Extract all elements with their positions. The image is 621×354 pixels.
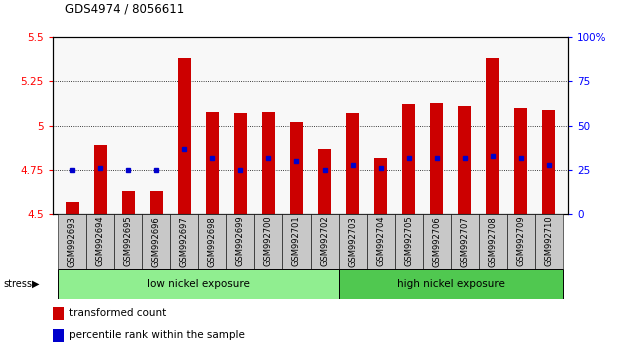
Text: GSM992704: GSM992704 (376, 216, 385, 267)
Bar (290, 122, 303, 214)
Text: GSM992697: GSM992697 (180, 216, 189, 267)
Text: stress: stress (3, 279, 32, 289)
Text: GSM992699: GSM992699 (236, 216, 245, 267)
Bar (402, 104, 415, 214)
Bar (66, 202, 79, 214)
Text: GSM992702: GSM992702 (320, 216, 329, 267)
Bar (142, 214, 170, 269)
Bar (451, 214, 479, 269)
Bar (479, 214, 507, 269)
Text: transformed count: transformed count (70, 308, 166, 318)
Bar (234, 113, 247, 214)
Bar (58, 269, 338, 299)
Bar (338, 214, 366, 269)
Bar (53, 307, 64, 320)
Bar (347, 113, 359, 214)
Text: GSM992710: GSM992710 (544, 216, 553, 267)
Text: GSM992701: GSM992701 (292, 216, 301, 267)
Text: GSM992708: GSM992708 (488, 216, 497, 267)
Text: GDS4974 / 8056611: GDS4974 / 8056611 (65, 3, 184, 16)
Bar (262, 112, 274, 214)
Bar (514, 108, 527, 214)
Text: high nickel exposure: high nickel exposure (397, 279, 504, 289)
Text: low nickel exposure: low nickel exposure (147, 279, 250, 289)
Bar (366, 214, 394, 269)
Text: percentile rank within the sample: percentile rank within the sample (70, 330, 245, 341)
Bar (283, 214, 310, 269)
Bar (114, 214, 142, 269)
Bar (206, 112, 219, 214)
Bar (122, 191, 135, 214)
Bar (150, 191, 163, 214)
Bar (507, 214, 535, 269)
Text: GSM992700: GSM992700 (264, 216, 273, 267)
Bar (374, 158, 387, 214)
Bar (199, 214, 227, 269)
Bar (338, 269, 563, 299)
Bar (94, 145, 107, 214)
Bar (53, 329, 64, 342)
Text: GSM992707: GSM992707 (460, 216, 469, 267)
Text: GSM992705: GSM992705 (404, 216, 413, 267)
Bar (542, 110, 555, 214)
Bar (227, 214, 255, 269)
Bar (486, 58, 499, 214)
Bar (458, 106, 471, 214)
Bar (310, 214, 338, 269)
Bar (178, 58, 191, 214)
Text: GSM992698: GSM992698 (208, 216, 217, 267)
Bar (394, 214, 422, 269)
Text: GSM992696: GSM992696 (152, 216, 161, 267)
Bar (422, 214, 451, 269)
Bar (58, 214, 86, 269)
Text: GSM992694: GSM992694 (96, 216, 105, 267)
Text: GSM992706: GSM992706 (432, 216, 441, 267)
Text: GSM992709: GSM992709 (516, 216, 525, 267)
Text: ▶: ▶ (32, 279, 40, 289)
Text: GSM992695: GSM992695 (124, 216, 133, 267)
Bar (535, 214, 563, 269)
Bar (430, 103, 443, 214)
Bar (255, 214, 283, 269)
Bar (318, 149, 331, 214)
Bar (170, 214, 199, 269)
Text: GSM992703: GSM992703 (348, 216, 357, 267)
Text: GSM992693: GSM992693 (68, 216, 77, 267)
Bar (86, 214, 114, 269)
